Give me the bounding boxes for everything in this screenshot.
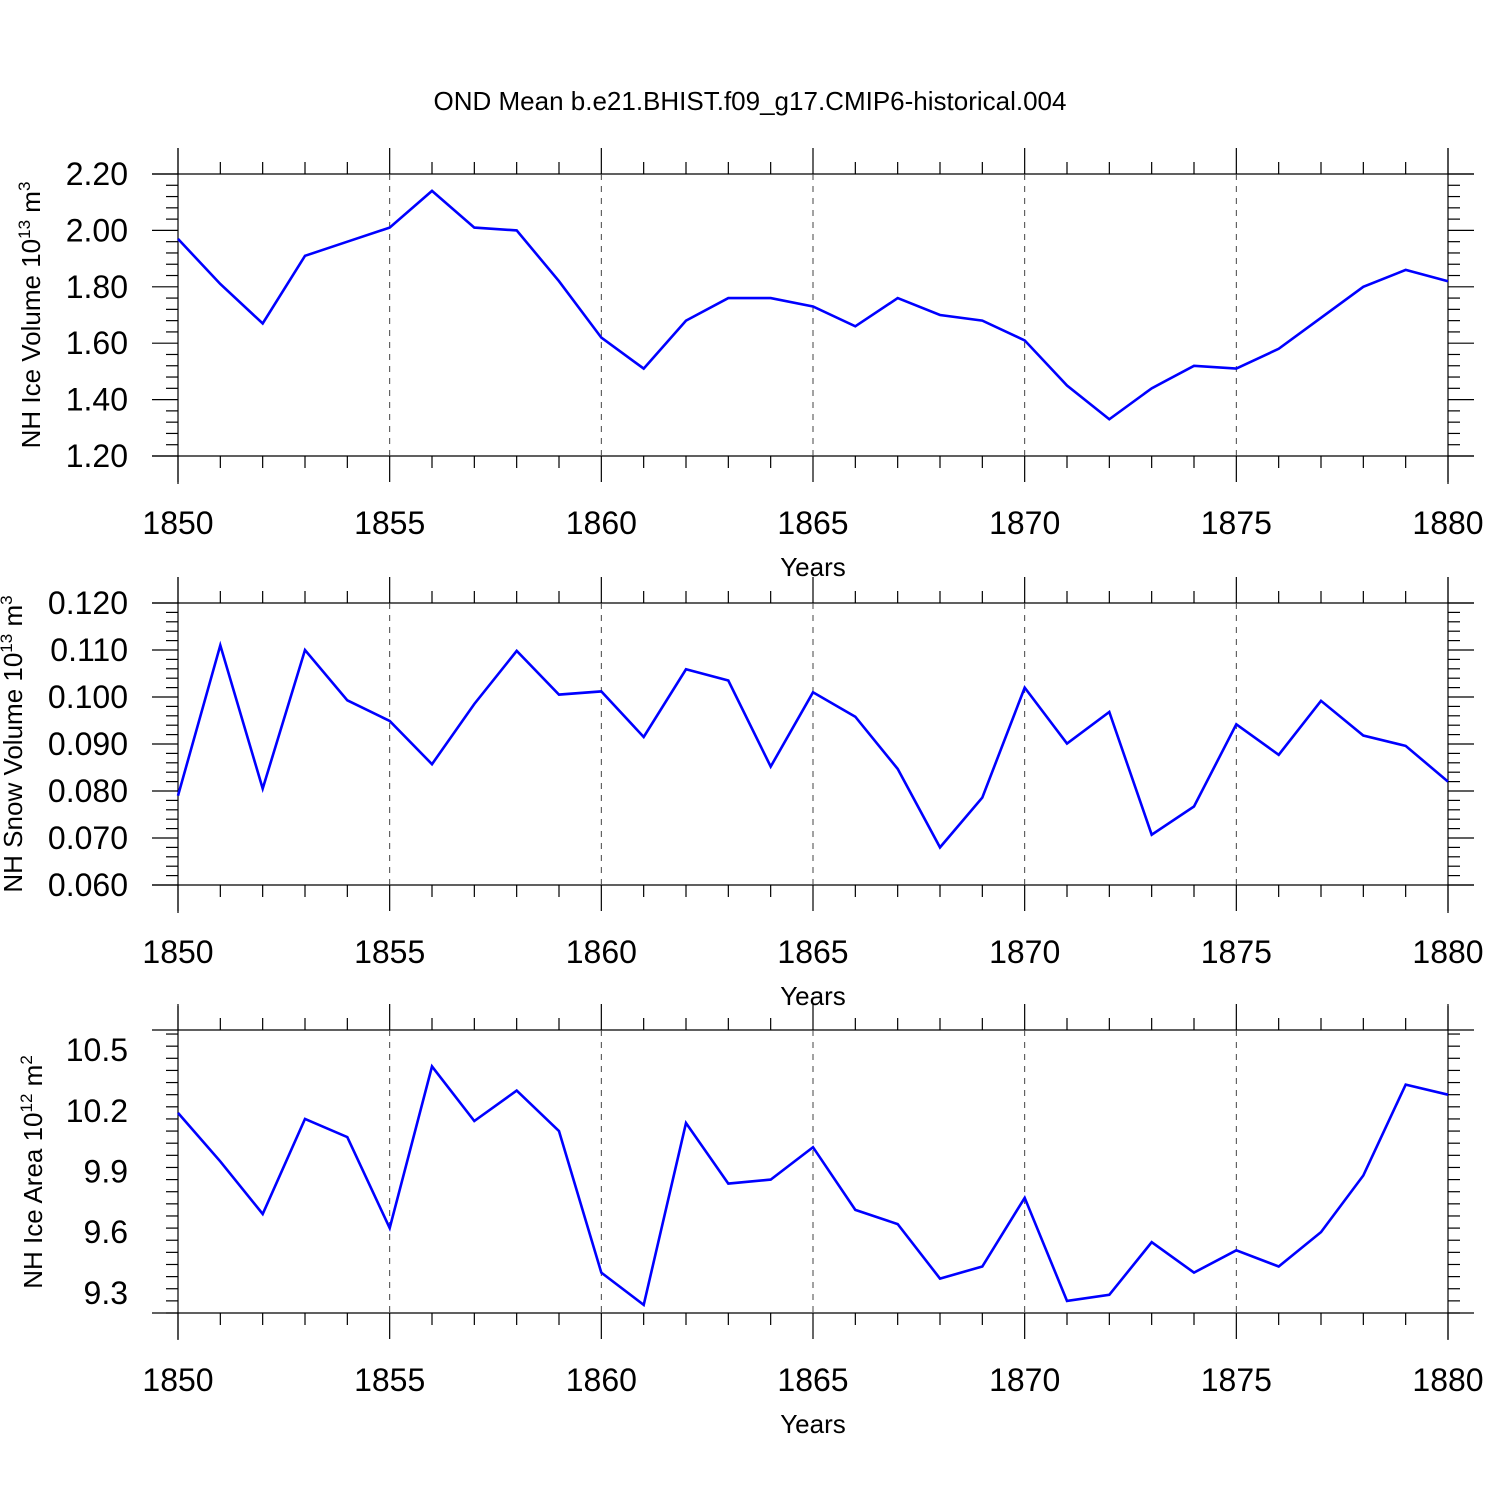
x-tick-label: 1880: [1412, 505, 1483, 541]
x-tick-label: 1855: [354, 934, 425, 970]
x-tick-label: 1865: [777, 1362, 848, 1398]
x-tick-label: 1860: [566, 934, 637, 970]
x-tick-label: 1865: [777, 505, 848, 541]
x-tick-label: 1860: [566, 1362, 637, 1398]
x-tick-label: 1865: [777, 934, 848, 970]
series-line: [176, 640, 1449, 850]
x-tick-label: 1855: [354, 505, 425, 541]
y-tick-label: 0.080: [48, 773, 128, 809]
x-tick-label: 1850: [142, 505, 213, 541]
y-tick-label: 2.20: [66, 156, 128, 192]
y-tick-label: 1.40: [66, 382, 128, 418]
y-tick-label: 0.070: [48, 820, 128, 856]
x-axis-label: Years: [780, 1409, 846, 1439]
x-tick-label: 1870: [989, 505, 1060, 541]
y-tick-label: 9.3: [84, 1275, 128, 1311]
x-tick-label: 1870: [989, 934, 1060, 970]
x-tick-label: 1875: [1201, 934, 1272, 970]
y-tick-label: 0.120: [48, 585, 128, 621]
y-tick-label: 1.60: [66, 325, 128, 361]
series-line: [177, 1063, 1449, 1308]
y-axis-label: NH Ice Volume 1013 m3: [15, 182, 46, 449]
panel-ice-volume: 1.20 1.40 1.60 1.80 2.00 2.20 1850 1855 1860 1865…: [15, 148, 1484, 582]
y-tick-label: 1.20: [66, 438, 128, 474]
y-tick-label: 0.090: [48, 726, 128, 762]
y-axis-label: NH Ice Area 1012 m2: [17, 1055, 48, 1289]
y-tick-label: 0.100: [48, 679, 128, 715]
y-tick-label: 10.2: [66, 1093, 128, 1129]
x-tick-label: 1870: [989, 1362, 1060, 1398]
y-axis-label: NH Snow Volume 1013 m3: [0, 595, 28, 892]
y-tick-label: 9.9: [84, 1154, 128, 1190]
y-tick-label: 0.110: [50, 632, 128, 668]
y-tick-label: 1.80: [66, 269, 128, 305]
panel-ice-area: 9.3 9.6 9.9 10.2 10.5 1850 1855 1860 1865 1870 187…: [17, 1004, 1484, 1439]
x-tick-label: 1875: [1201, 1362, 1272, 1398]
panel-snow-volume: 0.060 0.070 0.080 0.090 0.100 0.110 0.120 1850 1…: [0, 577, 1484, 1011]
y-tick-label: 0.060: [48, 867, 128, 903]
x-tick-label: 1850: [142, 1362, 213, 1398]
y-tick-label: 10.5: [66, 1032, 128, 1068]
figure-title: OND Mean b.e21.BHIST.f09_g17.CMIP6-histo…: [434, 86, 1067, 116]
y-tick-label: 9.6: [84, 1214, 128, 1250]
x-tick-label: 1855: [354, 1362, 425, 1398]
x-tick-label: 1880: [1412, 1362, 1483, 1398]
x-tick-label: 1875: [1201, 505, 1272, 541]
series-line: [177, 189, 1449, 421]
x-tick-label: 1880: [1412, 934, 1483, 970]
y-tick-label: 2.00: [66, 212, 128, 248]
x-tick-label: 1860: [566, 505, 637, 541]
x-tick-label: 1850: [142, 934, 213, 970]
